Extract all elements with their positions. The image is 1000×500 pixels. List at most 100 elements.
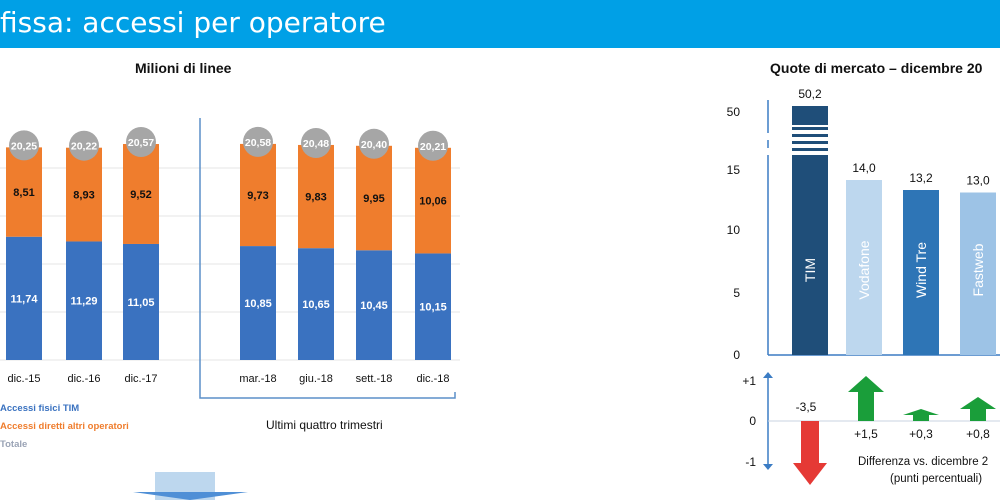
category-label: mar.-18 (239, 373, 276, 385)
data-label-totale: 20,40 (361, 139, 387, 151)
diff-arrow-up-shaft (913, 415, 929, 421)
axis-break-stripe (792, 148, 828, 151)
diff-axis-arrow-down (763, 464, 773, 470)
diff-value-label: +1,5 (854, 427, 878, 441)
data-label-totale: 20,48 (303, 138, 329, 150)
diff-arrow-down-shaft (801, 421, 819, 463)
data-label-tim: 11,29 (71, 296, 98, 308)
axis-break-stripe (792, 155, 828, 158)
bar-segment-altri (298, 144, 334, 249)
header-bar: fissa: accessi per operatore (0, 0, 1000, 48)
bar-segment-tim (356, 250, 392, 360)
data-label-altri: 10,06 (419, 196, 447, 208)
y-tick-label: 5 (733, 286, 740, 300)
bottom-arrow-head (133, 492, 248, 500)
diff-value-label: +0,8 (966, 427, 990, 441)
market-share-bar (903, 190, 939, 355)
data-label-altri: 9,52 (130, 189, 151, 201)
diff-arrow-up-shaft (970, 409, 986, 421)
diff-arrow-down-head (793, 463, 827, 485)
market-share-value: 50,2 (798, 87, 822, 101)
bar-segment-tim (240, 246, 276, 360)
total-bubble (9, 130, 39, 161)
left-chart-title: Milioni di linee (135, 60, 232, 76)
data-label-altri: 9,95 (363, 193, 384, 205)
bar-segment-altri (415, 147, 451, 254)
bar-segment-altri (123, 144, 159, 244)
diff-value-label: +0,3 (909, 427, 933, 441)
bar-segment-altri (240, 143, 276, 247)
bar-operator-label: Wind Tre (913, 242, 929, 298)
total-bubble (69, 130, 99, 161)
legend-item-totale: Totale (0, 439, 28, 450)
category-label: sett.-18 (356, 373, 393, 385)
market-share-bar (846, 180, 882, 355)
data-label-altri: 9,83 (305, 192, 326, 204)
bar-segment-tim (6, 236, 42, 360)
total-bubble (418, 130, 448, 161)
bar-segment-tim (298, 248, 334, 360)
data-label-tim: 11,74 (11, 293, 39, 305)
data-label-totale: 20,57 (128, 137, 154, 149)
diff-tick-label: -1 (745, 455, 756, 469)
bar-segment-altri (6, 147, 42, 237)
data-label-totale: 20,25 (11, 140, 37, 152)
total-bubble (301, 127, 331, 158)
category-label: dic.-15 (7, 373, 40, 385)
category-label: dic.-16 (67, 373, 100, 385)
diff-tick-label: 0 (749, 414, 756, 428)
bar-segment-altri (66, 147, 102, 242)
total-bubble (359, 128, 389, 159)
data-label-altri: 9,73 (247, 190, 268, 202)
diff-arrow-up-shaft (858, 392, 874, 421)
total-bubble (243, 126, 273, 157)
right-chart-bars: 50,2 TIM 14,0 Vodafone 13,2 Wind Tre 13,0 Fastw… (792, 87, 996, 355)
legend-item-tim: Accessi fisici TIM (0, 403, 80, 414)
diff-chart-arrows: +1 0 -1 -3,5 +1,5 +0,3 +0,8 (742, 372, 1000, 485)
market-share-value: 13,0 (966, 174, 990, 188)
category-label: dic.-17 (124, 373, 157, 385)
axis-break-stripe (792, 141, 828, 144)
y-tick-label: 50 (727, 105, 741, 119)
data-label-tim: 10,45 (360, 300, 388, 312)
y-tick-label: 0 (733, 348, 740, 362)
bar-segment-altri (356, 145, 392, 251)
market-share-value: 14,0 (852, 161, 876, 175)
quarters-bracket (199, 392, 456, 399)
axis-break-stripe (792, 134, 828, 137)
diff-tick-label: +1 (742, 374, 756, 388)
bar-segment-tim (415, 253, 451, 360)
data-label-tim: 11,05 (128, 297, 155, 309)
bar-operator-label: TIM (802, 258, 818, 282)
legend-item-altri: Accessi diretti altri operatori (0, 421, 129, 432)
data-label-totale: 20,21 (420, 141, 446, 153)
diff-label-line1: Differenza vs. dicembre 2 (858, 456, 989, 468)
right-chart-title: Quote di mercato – dicembre 20 (770, 60, 983, 76)
axis-break-stripe (792, 127, 828, 130)
market-share-bar (960, 192, 996, 355)
data-label-totale: 20,22 (71, 141, 97, 153)
y-tick-label: 10 (727, 223, 741, 237)
data-label-altri: 8,93 (73, 190, 94, 202)
diff-arrow-up-head (960, 397, 996, 409)
diff-value-label: -3,5 (796, 400, 817, 414)
bar-segment-tim (66, 241, 102, 360)
bar-operator-label: Fastweb (970, 243, 986, 296)
quarters-label: Ultimi quattro trimestri (266, 418, 383, 432)
data-label-altri: 8,51 (13, 187, 34, 199)
left-chart-bars: 11,74 8,51 20,25 dic.-15 11,29 8,93 20,22 dic.-… (6, 126, 451, 385)
data-label-tim: 10,85 (244, 298, 272, 310)
total-bubble (126, 127, 156, 158)
diff-label-line2: (punti percentuali) (890, 473, 983, 485)
bar-segment-tim (123, 243, 159, 360)
data-label-tim: 10,15 (419, 302, 447, 314)
data-label-tim: 10,65 (302, 299, 330, 311)
bar-operator-label: Vodafone (856, 240, 872, 299)
market-share-value: 13,2 (909, 171, 933, 185)
page-title: fissa: accessi per operatore (0, 6, 386, 39)
category-label: giu.-18 (299, 373, 333, 385)
diff-arrow-up-head (848, 376, 884, 392)
data-label-totale: 20,58 (245, 137, 271, 149)
y-tick-label: 15 (727, 163, 741, 177)
